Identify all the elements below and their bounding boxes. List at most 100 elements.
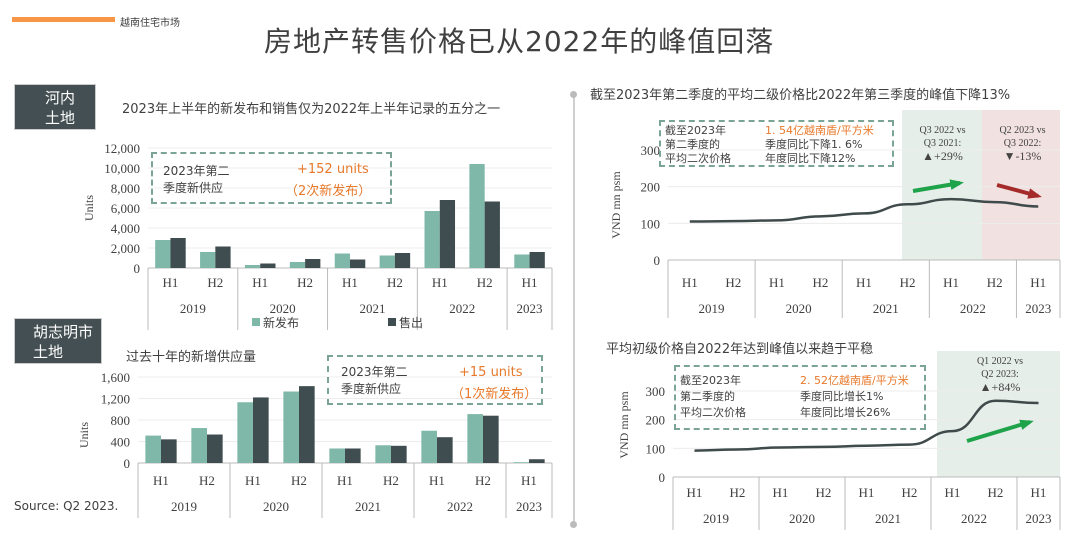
callout-yoy: 年度同比增长26% [800, 406, 891, 419]
highlight-band [937, 351, 1060, 477]
secondary-price-callout: 截至2023年 第二季度的 平均二次价格 1. 54亿越南盾/平方米 季度同比下… [659, 120, 894, 167]
callout-label: 第二季度的 [665, 138, 720, 151]
y-tick-label: 200 [646, 413, 666, 428]
secondary-annotation-up: Q3 2022 vs Q3 2021: ▲+29% [905, 124, 980, 163]
x-half-label: H2 [725, 275, 741, 290]
bar-sold [350, 259, 366, 268]
trend-down-arrow-icon-head [1027, 188, 1042, 199]
bar-new-launch [334, 253, 350, 268]
callout-qoq: 季度同比增长1% [800, 390, 884, 403]
x-half-label: H2 [812, 275, 828, 290]
bar-new-launch [191, 428, 207, 463]
secondary-annotation-down: Q2 2023 vs Q3 2022: ▼-13% [985, 124, 1060, 163]
callout-label: 平均二次价格 [680, 406, 746, 419]
x-half-label: H1 [432, 275, 448, 290]
annotation-line: Q2 2023: [981, 369, 1019, 380]
x-half-label: H1 [429, 473, 445, 488]
primary-subtitle: 平均初级价格自2022年达到峰值以来趋于平稳 [606, 342, 874, 357]
x-half-label: H1 [245, 473, 261, 488]
bar-sold [260, 263, 276, 268]
y-tick-label: 4,000 [111, 221, 140, 236]
x-year-label: 2021 [359, 301, 385, 316]
primary-price-callout: 截至2023年 第二季度的 平均二次价格 2. 52亿越南盾/平方米 季度同比增… [674, 365, 926, 430]
y-tick-label: 800 [111, 413, 131, 428]
bar-new-launch [329, 448, 345, 463]
callout-label: 季度新供应 [341, 382, 402, 396]
x-half-label: H1 [945, 485, 961, 500]
callout-qoq: 季度同比下降1. 6% [765, 138, 863, 151]
bar-new-launch [513, 462, 529, 463]
x-year-label: 2023 [517, 301, 543, 316]
bar-sold [529, 252, 545, 268]
x-year-label: 2023 [1026, 511, 1052, 526]
y-axis-label: Units [82, 195, 96, 221]
bar-sold [305, 259, 321, 268]
annotation-change-up: ▲+29% [922, 149, 963, 163]
x-half-label: H1 [682, 275, 698, 290]
divider-dot [570, 91, 577, 98]
x-half-label: H1 [162, 275, 178, 290]
page-title: 房地产转售价格已从2022年的峰值回落 [264, 25, 775, 58]
highlight-band [982, 110, 1060, 260]
y-axis-label: VND mn psm [609, 171, 623, 239]
y-tick-label: 0 [134, 261, 141, 276]
hcmc-subtitle: 过去十年的新增供应量 [126, 350, 257, 365]
x-half-label: H1 [769, 275, 785, 290]
bar-sold [345, 448, 361, 463]
bar-sold [391, 445, 407, 463]
callout-note: （2次新发布） [285, 184, 372, 199]
section-tag: 越南住宅市场 [120, 18, 180, 29]
y-axis-label: VND mn psm [617, 391, 631, 459]
x-half-label: H2 [988, 485, 1004, 500]
bar-sold [161, 439, 177, 463]
bar-sold [483, 415, 499, 463]
callout-price: 2. 52亿越南盾/平方米 [800, 374, 909, 387]
bar-new-launch [424, 211, 440, 268]
y-tick-label: 300 [646, 384, 666, 399]
x-year-label: 2021 [875, 511, 901, 526]
x-half-label: H2 [900, 275, 916, 290]
x-half-label: H1 [859, 485, 875, 500]
source-note: Source: Q2 2023. [14, 499, 119, 513]
x-half-label: H1 [337, 473, 353, 488]
callout-price: 1. 54亿越南盾/平方米 [765, 124, 874, 137]
x-half-label: H1 [943, 275, 959, 290]
trend-up-arrow-icon-head [1019, 419, 1034, 430]
x-year-label: 2020 [263, 499, 289, 514]
x-half-label: H2 [291, 473, 307, 488]
bar-sold [299, 386, 315, 463]
legend-swatch-sold [388, 318, 396, 326]
annotation-line: Q1 2022 vs [976, 356, 1024, 367]
y-tick-label: 10,000 [104, 161, 140, 176]
x-half-label: H2 [987, 275, 1003, 290]
y-tick-label: 12,000 [104, 141, 140, 156]
x-half-label: H2 [902, 485, 918, 500]
x-year-label: 2019 [703, 511, 729, 526]
bar-new-launch [283, 391, 299, 463]
callout-label: 第二季度的 [680, 390, 735, 403]
x-year-label: 2021 [873, 301, 899, 316]
callout-value: +15 units [459, 365, 523, 380]
x-half-label: H1 [153, 473, 169, 488]
secondary-subtitle: 截至2023年第二季度的平均二级价格比2022年第三季度的峰值下降13% [590, 88, 1011, 103]
x-half-label: H2 [475, 473, 491, 488]
y-tick-label: 0 [654, 253, 661, 268]
bar-new-launch [379, 255, 395, 268]
accent-bar [12, 17, 115, 22]
x-year-label: 2022 [447, 499, 473, 514]
callout-yoy: 年度同比下降12% [765, 152, 856, 165]
x-half-label: H1 [856, 275, 872, 290]
y-tick-label: 200 [641, 180, 661, 195]
hanoi-subtitle: 2023年上半年的新发布和销售仅为2022年上半年记录的五分之一 [122, 102, 501, 117]
annotation-line: Q3 2021: [923, 138, 962, 149]
legend-label-sold: 售出 [399, 315, 423, 330]
divider-dot [570, 521, 577, 528]
y-tick-label: 400 [111, 435, 131, 450]
y-axis-label: Units [77, 422, 91, 448]
city-name: 河内 [45, 89, 76, 107]
y-tick-label: 1,600 [101, 370, 130, 385]
y-tick-label: 100 [646, 441, 666, 456]
x-half-label: H1 [1030, 275, 1046, 290]
x-half-label: H2 [297, 275, 313, 290]
